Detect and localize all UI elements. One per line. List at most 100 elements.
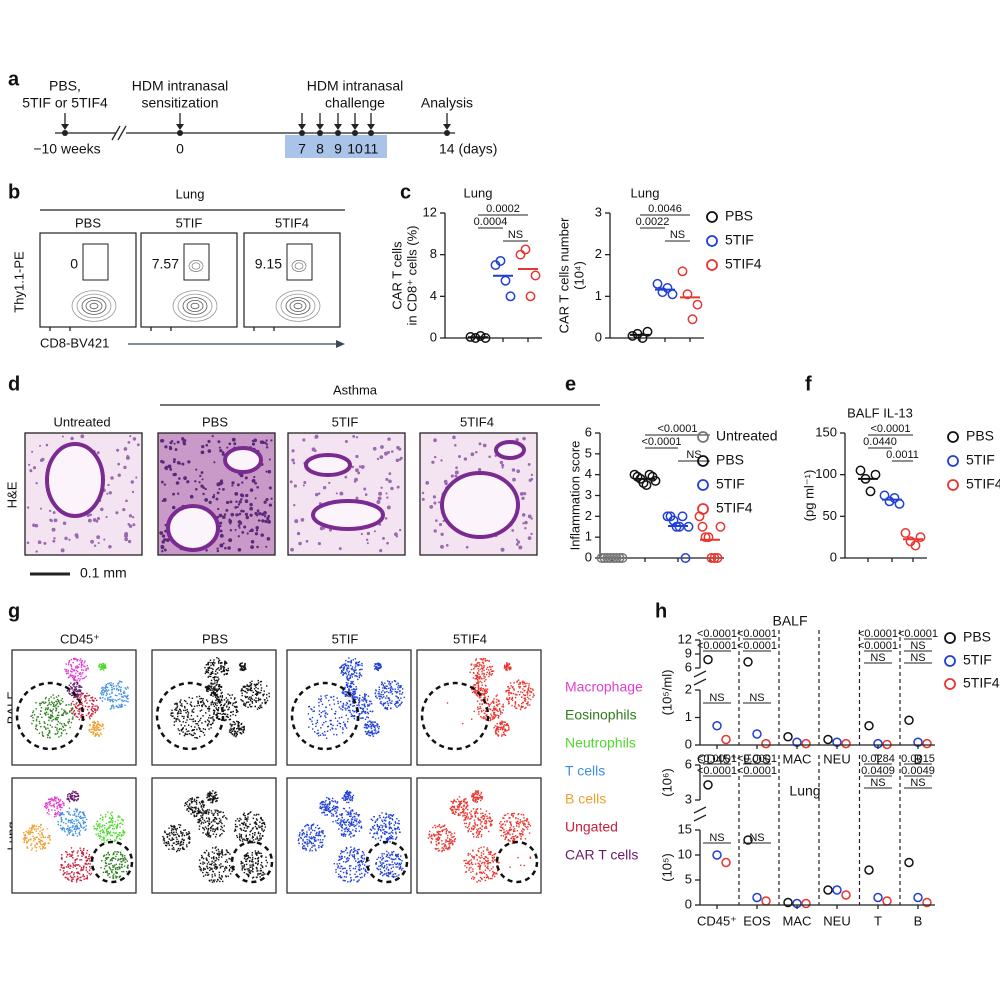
tsne-cell bbox=[59, 809, 62, 811]
nucleus bbox=[182, 441, 186, 444]
tsne-cell bbox=[246, 827, 248, 829]
tsne-cell bbox=[311, 716, 314, 719]
tsne-cell bbox=[483, 680, 486, 682]
tsne-cell bbox=[59, 869, 62, 871]
tsne-cell bbox=[203, 703, 205, 705]
nucleus bbox=[28, 463, 31, 466]
tsne-cell bbox=[76, 660, 79, 662]
tsne-cell bbox=[111, 699, 113, 702]
tsne-cell bbox=[212, 820, 214, 822]
tsne-cell bbox=[373, 665, 376, 667]
nucleus bbox=[96, 451, 100, 455]
tsne-cell bbox=[196, 723, 199, 725]
tsne-cell bbox=[30, 838, 32, 840]
tsne-cell bbox=[252, 836, 255, 839]
tsne-cell bbox=[524, 700, 526, 702]
tsne-cell bbox=[496, 698, 498, 701]
tsne-cell bbox=[475, 684, 477, 686]
tsne-cell bbox=[509, 667, 511, 669]
tsne-cell bbox=[508, 701, 510, 703]
tsne-cell bbox=[222, 704, 225, 707]
tsne-cell bbox=[45, 806, 47, 809]
tsne-cell bbox=[480, 687, 482, 689]
tsne-cell bbox=[342, 664, 344, 666]
tsne-cell bbox=[97, 722, 99, 724]
tsne-cell bbox=[338, 706, 341, 708]
tsne-cell bbox=[214, 673, 216, 675]
nucleus bbox=[241, 481, 244, 484]
tsne-cell bbox=[480, 699, 482, 701]
tsne-cell bbox=[188, 841, 191, 843]
tsne-cell bbox=[101, 839, 103, 841]
tsne-cell bbox=[478, 707, 480, 710]
tsne-cell bbox=[344, 688, 346, 690]
tsne-cell bbox=[485, 692, 487, 695]
tsne-cell bbox=[26, 831, 28, 833]
nucleus bbox=[222, 487, 225, 491]
tsne-cell bbox=[84, 814, 86, 817]
y-tick-label: 6 bbox=[585, 424, 592, 439]
tsne-cell bbox=[382, 689, 384, 692]
tsne-cell bbox=[309, 718, 312, 721]
tsne-cell bbox=[52, 799, 54, 802]
tsne-cell bbox=[113, 840, 115, 842]
tsne-cell bbox=[62, 714, 64, 716]
tsne-cell bbox=[126, 695, 129, 698]
tsne-cell bbox=[181, 834, 184, 836]
tsne-cell bbox=[343, 667, 345, 670]
tsne-cell bbox=[77, 677, 80, 680]
tsne-cell bbox=[76, 835, 79, 837]
tsne-cell bbox=[56, 796, 58, 799]
tsne-cell bbox=[122, 700, 124, 702]
tsne-cell bbox=[70, 658, 73, 661]
tsne-cell bbox=[514, 700, 517, 703]
tsne-cell bbox=[245, 701, 248, 704]
tsne-cell bbox=[367, 711, 369, 714]
tsne-cell bbox=[501, 723, 503, 725]
tsne-cell bbox=[192, 708, 195, 710]
tsne-cell bbox=[188, 696, 190, 699]
nucleus bbox=[183, 476, 187, 480]
tsne-cell bbox=[483, 675, 485, 677]
tsne-cell bbox=[123, 692, 125, 694]
legend-marker bbox=[706, 259, 718, 271]
tsne-cell bbox=[481, 693, 483, 695]
tsne-cell bbox=[345, 673, 347, 675]
tsne-cell bbox=[501, 721, 503, 724]
tsne-cell bbox=[256, 694, 258, 697]
tsne-cell bbox=[106, 690, 109, 692]
tsne-cell bbox=[75, 811, 78, 813]
tsne-cell bbox=[200, 823, 202, 825]
tsne-cell bbox=[254, 825, 257, 828]
tsne-cell bbox=[71, 671, 73, 673]
tsne-cell bbox=[219, 834, 222, 836]
tsne-cell bbox=[346, 686, 349, 688]
tsne-cell bbox=[363, 710, 365, 713]
tsne-cell bbox=[393, 679, 396, 682]
tsne-cell bbox=[185, 728, 188, 730]
tsne-cell bbox=[378, 688, 381, 691]
tsne-cell bbox=[115, 855, 117, 858]
nucleus bbox=[172, 460, 176, 464]
tsne-cell bbox=[73, 872, 75, 874]
tsne-cell bbox=[249, 688, 252, 690]
tsne-cell bbox=[55, 815, 57, 817]
tsne-cell bbox=[516, 694, 518, 696]
tsne-cell bbox=[67, 825, 69, 827]
tsne-cell bbox=[361, 668, 363, 671]
tsne-cell bbox=[527, 688, 529, 690]
tsne-cell bbox=[214, 875, 216, 877]
tsne-cell bbox=[55, 707, 57, 709]
tsne-cell bbox=[346, 701, 348, 704]
tsne-cell bbox=[202, 800, 204, 802]
tsne-cell bbox=[376, 667, 378, 669]
tsne-cell bbox=[80, 666, 83, 669]
tsne-cell bbox=[486, 699, 489, 702]
tsne-cell bbox=[124, 858, 127, 860]
tsne-cell bbox=[111, 859, 113, 862]
tsne-cell bbox=[232, 728, 235, 731]
nucleus bbox=[515, 438, 519, 442]
tsne-cell bbox=[65, 828, 68, 830]
nucleus bbox=[516, 540, 521, 544]
tsne-cell bbox=[495, 728, 498, 731]
